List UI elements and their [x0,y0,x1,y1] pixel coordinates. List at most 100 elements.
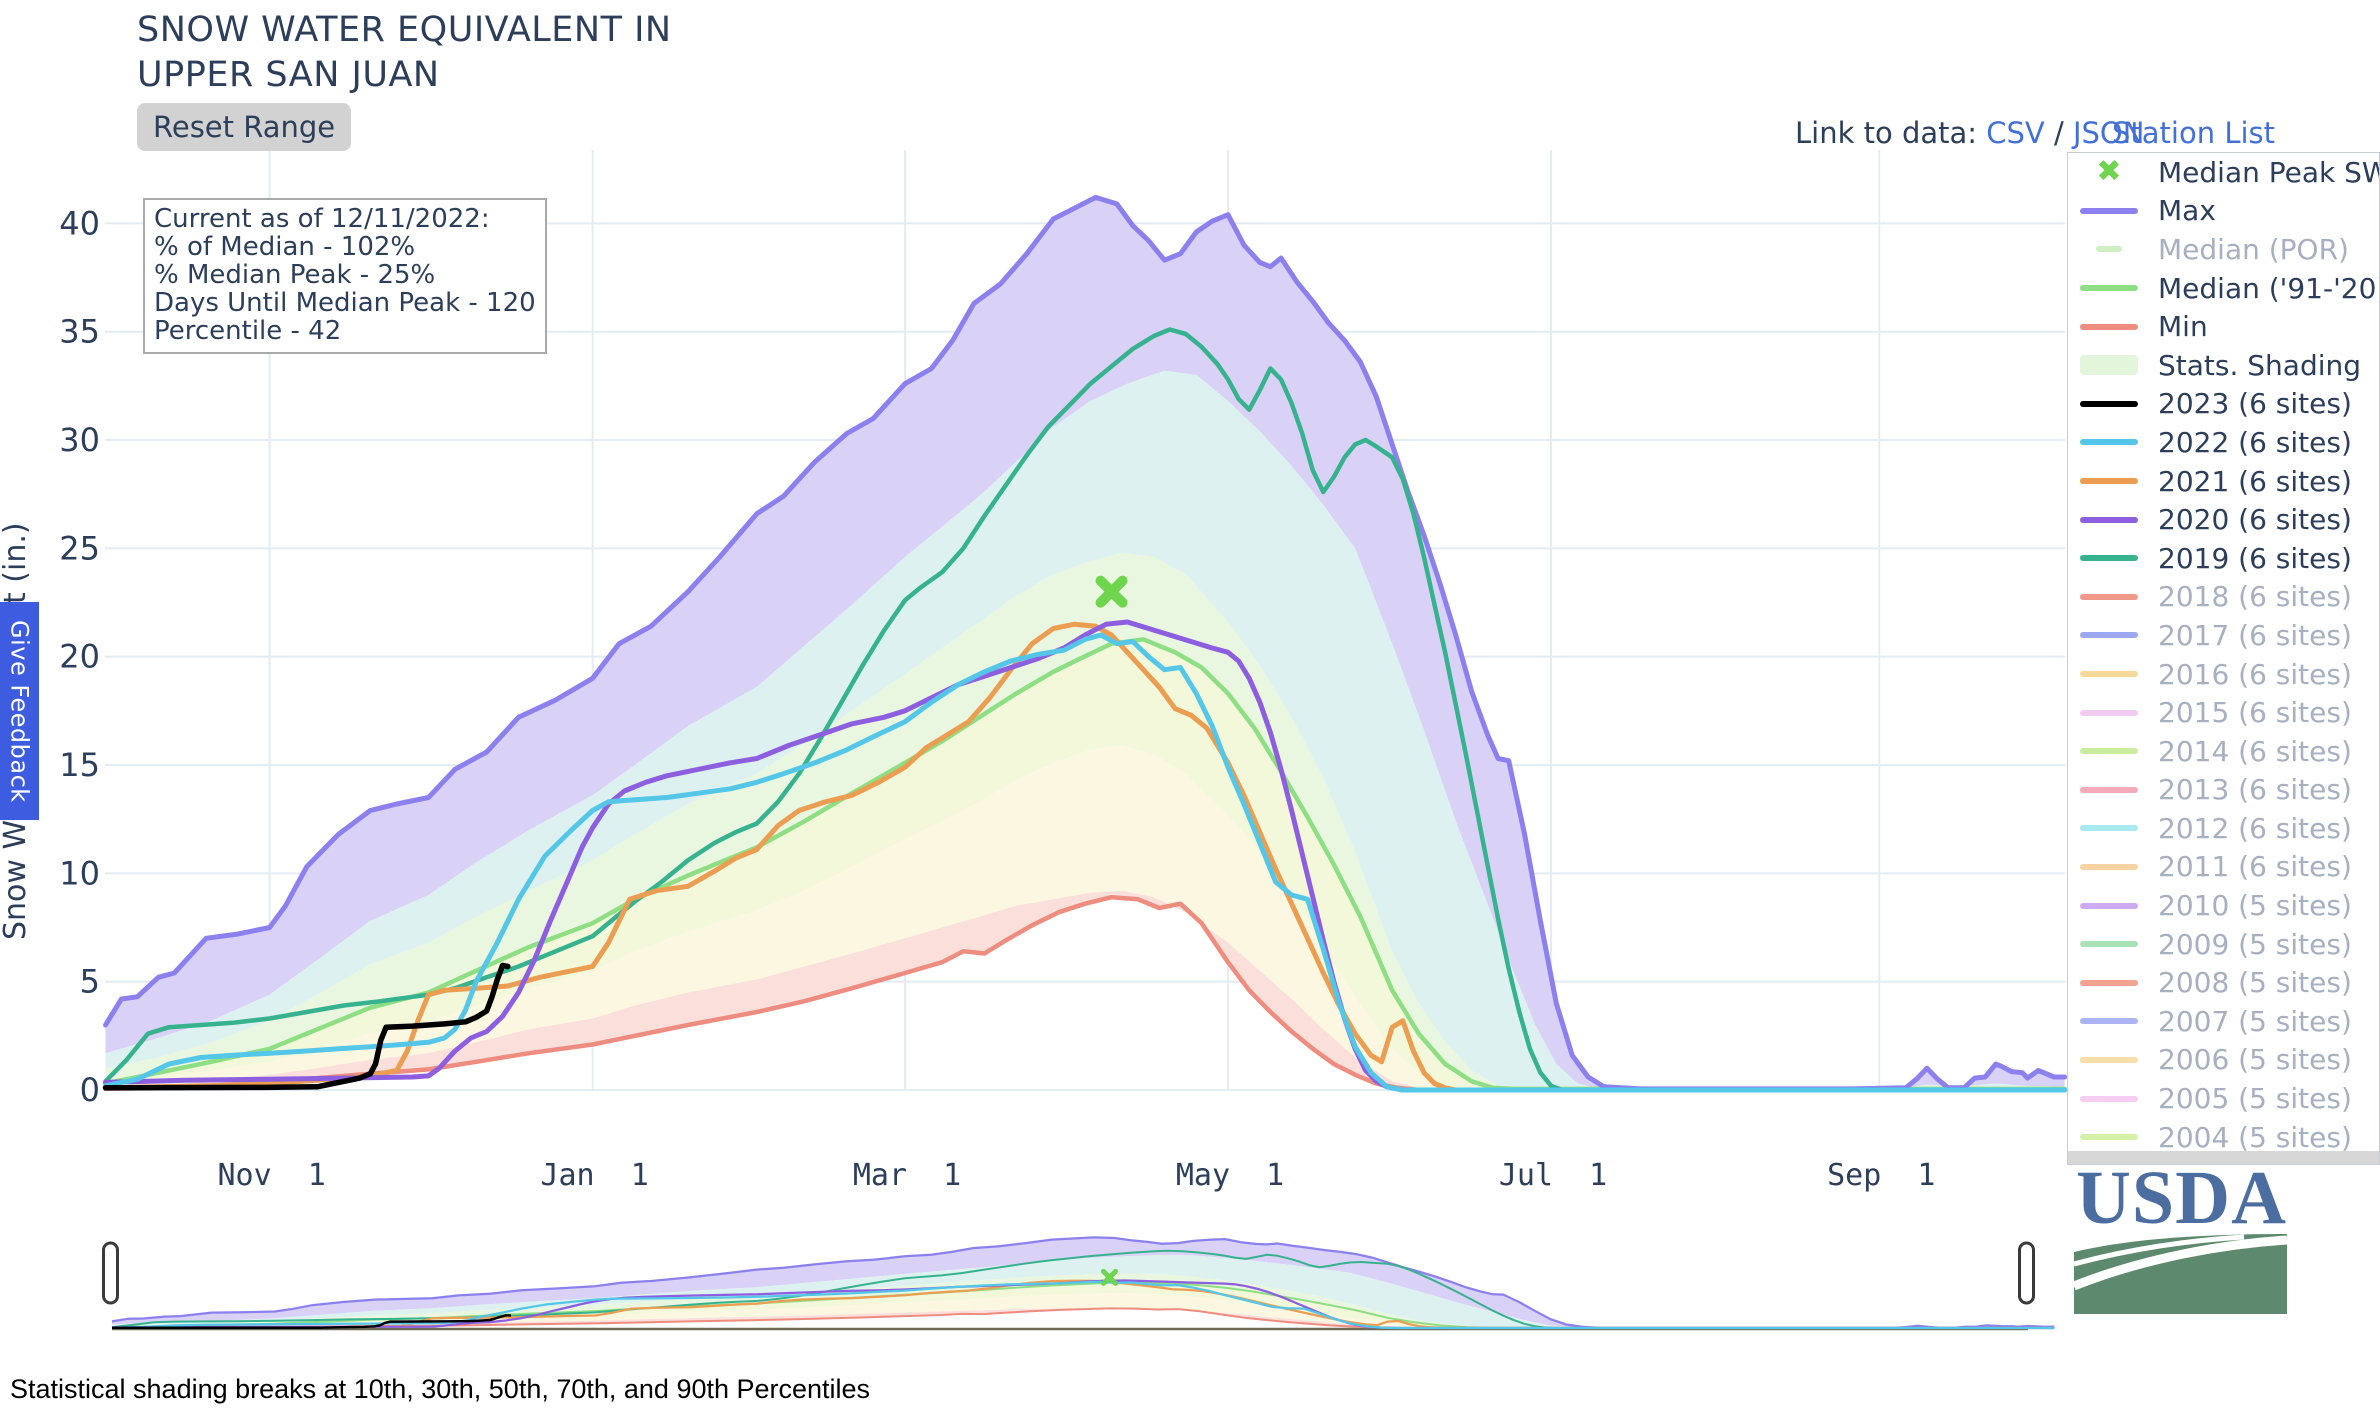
line-swatch [2080,632,2138,639]
legend-item-2005[interactable]: 2005 (5 sites) [2068,1079,2379,1118]
legend-item-2011[interactable]: 2011 (6 sites) [2068,848,2379,887]
line-swatch [2080,478,2138,485]
line-swatch [2080,439,2138,446]
legend-item-label: 2011 (6 sites) [2158,850,2352,884]
legend-item-2020[interactable]: 2020 (6 sites) [2068,500,2379,539]
status-line-days: Days Until Median Peak - 120 [154,288,536,318]
legend-item-label: 2020 (6 sites) [2158,503,2352,537]
legend-item-2017[interactable]: 2017 (6 sites) [2068,616,2379,655]
series-y2023 [102,962,511,1091]
legend-item-2022[interactable]: 2022 (6 sites) [2068,423,2379,462]
band-p90-to-max [105,197,2065,1089]
legend-item-2015[interactable]: 2015 (6 sites) [2068,693,2379,732]
legend-item-label: 2022 (6 sites) [2158,425,2352,459]
line-swatch [2080,671,2138,678]
band-p10-to-p30 [105,745,2065,1090]
legend-item-median[interactable]: Median ('91-'20) [2068,269,2379,308]
legend-item-label: Min [2158,310,2208,344]
line-swatch [2080,1018,2138,1025]
legend-item-2019[interactable]: 2019 (6 sites) [2068,539,2379,578]
line-swatch [2080,941,2138,948]
legend-item-2008[interactable]: 2008 (5 sites) [2068,963,2379,1002]
legend-item-2009[interactable]: 2009 (5 sites) [2068,925,2379,964]
line-swatch [2080,786,2138,793]
legend-item-max[interactable]: Max [2068,192,2379,231]
give-feedback-tab[interactable]: Give Feedback [0,602,39,820]
status-line-pct-peak: % Median Peak - 25% [154,260,436,290]
line-swatch [2080,902,2138,909]
legend-item-label: 2006 (5 sites) [2158,1043,2352,1077]
station-list-link[interactable]: Station List [2112,116,2276,150]
legend-item-stats.[interactable]: Stats. Shading [2068,346,2379,385]
range-handle-left[interactable] [102,1241,119,1305]
legend-item-label: Stats. Shading [2158,348,2362,382]
line-swatch [2080,207,2138,214]
legend-panel: ✖ Median Peak SWE Max Median (POR) Median ('… [2067,152,2380,1165]
box-swatch [2080,355,2138,376]
legend-item-2007[interactable]: 2007 (5 sites) [2068,1002,2379,1041]
legend-item-label: Max [2158,194,2216,228]
median-peak-swe-marker-icon: ✖ [2096,154,2122,190]
legend-item-2023[interactable]: 2023 (6 sites) [2068,385,2379,424]
legend-item-2014[interactable]: 2014 (6 sites) [2068,732,2379,771]
json-link[interactable]: JSON [2072,116,2145,150]
x-tick-label: Jan 1 [540,1158,648,1193]
legend-item-median[interactable]: ✖ Median Peak SWE [2068,153,2379,192]
band-p30-to-p50 [105,639,2065,1090]
legend-item-2010[interactable]: 2010 (5 sites) [2068,886,2379,925]
range-selector[interactable] [111,1236,2055,1331]
median-peak-swe-marker [1095,575,1128,608]
status-line-percentile: Percentile - 42 [154,316,342,346]
y-tick-label: 15 [59,746,100,784]
current-status-tooltip: Current as of 12/11/2022: % of Median - … [143,198,547,354]
line-swatch [2080,748,2138,755]
line-swatch [2080,709,2138,716]
reset-range-button[interactable]: Reset Range [137,103,352,151]
legend-item-2016[interactable]: 2016 (6 sites) [2068,655,2379,694]
legend-item-2013[interactable]: 2013 (6 sites) [2068,771,2379,810]
x-tick-label: Jul 1 [1499,1158,1607,1193]
legend-item-2004[interactable]: 2004 (5 sites) [2068,1118,2379,1157]
line-swatch [2080,1134,2138,1141]
legend-item-2018[interactable]: 2018 (6 sites) [2068,578,2379,617]
legend-item-label: Median (POR) [2158,232,2349,266]
legend-item-label: 2013 (6 sites) [2158,773,2352,807]
line-swatch [2080,1056,2138,1063]
y-tick-label: 5 [80,963,100,1001]
line-swatch [2080,825,2138,832]
usda-logo-text: USDA [2076,1156,2287,1240]
legend-item-2021[interactable]: 2021 (6 sites) [2068,462,2379,501]
link-to-data-label: Link to data: [1795,116,1987,150]
legend-item-2012[interactable]: 2012 (6 sites) [2068,809,2379,848]
shading-footnote: Statistical shading breaks at 10th, 30th… [10,1374,871,1404]
line-swatch [2080,979,2138,986]
y-tick-label: 10 [59,854,100,892]
status-line-date: Current as of 12/11/2022: [154,204,490,234]
data-links: Link to data: CSV / JSON [1795,116,2145,150]
usda-logo: USDA [2072,1156,2289,1318]
legend-item-label: 2023 (6 sites) [2158,387,2352,421]
legend-item-label: 2008 (5 sites) [2158,966,2352,1000]
y-tick-label: 20 [59,638,100,676]
legend-items: ✖ Median Peak SWE Max Median (POR) Median ('… [2068,153,2379,1156]
line-swatch [2080,516,2138,523]
y-tick-label: 40 [59,204,100,242]
line-swatch [2080,863,2138,870]
legend-item-label: 2021 (6 sites) [2158,464,2352,498]
legend-item-median[interactable]: Median (POR) [2068,230,2379,269]
series-max [103,194,2068,1092]
y-tick-label: 35 [59,313,100,351]
legend-item-label: Median ('91-'20) [2158,271,2380,305]
legend-item-2006[interactable]: 2006 (5 sites) [2068,1041,2379,1080]
range-handle-right[interactable] [2018,1241,2035,1305]
csv-link[interactable]: CSV [1986,116,2045,150]
legend-item-label: 2015 (6 sites) [2158,696,2352,730]
legend-item-label: Median Peak SWE [2158,155,2379,189]
legend-item-min[interactable]: Min [2068,307,2379,346]
x-tick-label: May 1 [1176,1158,1284,1193]
line-swatch [2080,400,2138,407]
legend-scrollbar[interactable] [2068,1151,2379,1164]
band-min-to-p10 [105,890,2065,1090]
usda-field-icon [2072,1234,2288,1314]
